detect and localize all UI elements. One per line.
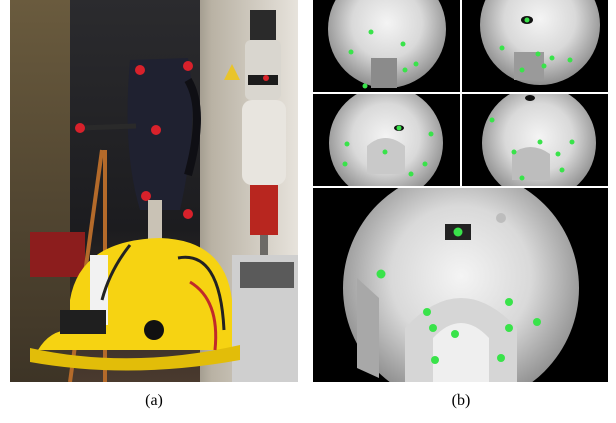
red-knob	[75, 123, 85, 133]
grid-divider	[460, 0, 462, 186]
laser-scanner-background	[242, 10, 286, 375]
grid-divider	[313, 186, 608, 188]
red-knob	[141, 191, 151, 201]
red-knob	[135, 65, 145, 75]
camera-rig	[75, 58, 201, 240]
red-knob	[183, 61, 193, 71]
fisheye-view-2	[462, 0, 608, 92]
red-object	[30, 232, 85, 277]
yellow-hard-hat	[30, 238, 240, 371]
red-knob	[151, 125, 161, 135]
fisheye-view-4	[462, 94, 608, 186]
fisheye-view-large	[313, 188, 608, 382]
fisheye-view-1	[313, 0, 460, 92]
red-knob	[183, 209, 193, 219]
fisheye-camera-views	[313, 0, 608, 382]
helmet-camera-photo	[10, 0, 298, 382]
caption-a: (a)	[145, 392, 163, 409]
fisheye-view-3	[313, 94, 460, 186]
caption-b: (b)	[451, 392, 471, 409]
warning-sign	[224, 64, 240, 80]
